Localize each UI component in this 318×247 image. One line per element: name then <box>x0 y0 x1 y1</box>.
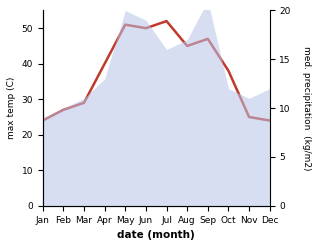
Y-axis label: max temp (C): max temp (C) <box>7 77 16 139</box>
X-axis label: date (month): date (month) <box>117 230 195 240</box>
Y-axis label: med. precipitation  (kg/m2): med. precipitation (kg/m2) <box>302 46 311 170</box>
